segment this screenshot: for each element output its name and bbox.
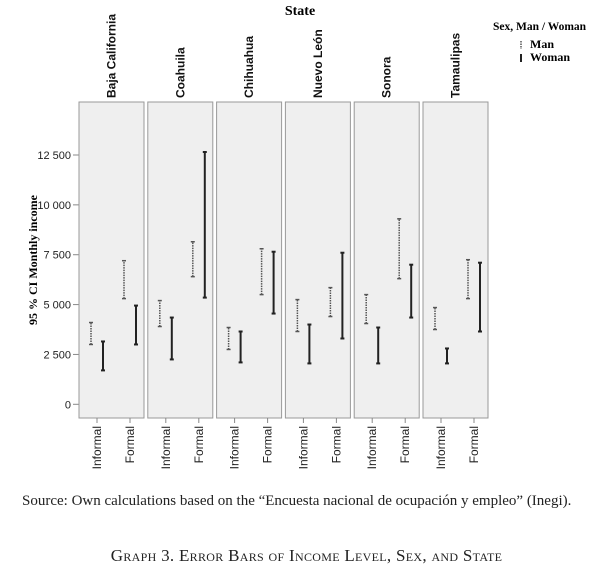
y-tick-label: 0	[65, 399, 71, 411]
panel-state-label: Sonora	[380, 56, 394, 98]
x-tick-label: Informal	[159, 426, 173, 469]
error-bar-woman	[307, 323, 312, 365]
error-bar-man	[328, 286, 333, 318]
error-bar-man	[259, 247, 264, 296]
source-note: Source: Own calculations based on the “E…	[22, 493, 572, 509]
y-tick-label: 2 500	[43, 349, 71, 361]
error-bar-man	[433, 306, 437, 331]
legend-entry: Woman	[530, 50, 570, 64]
panel-state-label: Baja California	[105, 14, 119, 98]
y-tick-label: 12 500	[37, 150, 71, 162]
x-tick-label: Formal	[398, 426, 412, 463]
x-tick-label: Formal	[329, 426, 343, 463]
chart-title: State	[285, 4, 315, 19]
y-tick-label: 10 000	[37, 200, 71, 212]
error-bar-woman	[271, 250, 276, 315]
y-axis-label: 95 % CI Monthly income	[26, 194, 40, 325]
panel-0	[78, 101, 145, 419]
x-tick-label: Formal	[192, 426, 206, 463]
legend-title: Sex, Man / Woman	[493, 21, 587, 33]
error-bar-woman	[238, 330, 243, 364]
panel-1	[147, 101, 214, 419]
x-tick-label: Formal	[261, 426, 275, 463]
panel-4	[353, 101, 420, 419]
error-bar-woman	[169, 316, 174, 361]
figure-caption: Graph 3. Error Bars of Income Level, Sex…	[110, 546, 503, 565]
error-bar-woman	[445, 347, 449, 365]
panel-state-label: Coahuila	[173, 47, 187, 98]
legend-entry: Man	[530, 37, 554, 51]
error-bar-man	[466, 258, 470, 300]
x-tick-label: Informal	[228, 426, 242, 469]
error-bar-man	[190, 241, 195, 278]
error-bar-man	[89, 321, 93, 346]
x-tick-label: Formal	[467, 426, 481, 463]
x-tick-label: Informal	[296, 426, 310, 469]
error-bar-woman	[202, 151, 207, 299]
panel-state-label: Nuevo León	[311, 29, 325, 98]
x-tick-label: Informal	[365, 426, 379, 469]
error-bar-woman	[340, 251, 345, 340]
y-tick-label: 5 000	[43, 300, 71, 312]
x-tick-label: Informal	[90, 426, 104, 469]
error-bar-man	[226, 326, 231, 351]
panel-2	[216, 101, 283, 419]
error-bar-man	[122, 259, 126, 300]
error-bar-woman	[134, 304, 138, 346]
error-bar-chart: State 95 % CI Monthly income 0 2 500 5 000 7 …	[26, 4, 587, 469]
y-tick-label: 7 500	[43, 250, 71, 262]
panel-state-label: Tamaulipas	[449, 33, 463, 98]
panel-5	[422, 101, 489, 419]
error-bar-man	[397, 218, 402, 280]
error-bar-woman	[478, 261, 482, 333]
error-bar-man	[157, 299, 162, 328]
panel-3	[284, 101, 351, 419]
x-tick-label: Informal	[434, 426, 448, 469]
error-bar-man	[364, 293, 369, 325]
error-bar-man	[295, 298, 300, 333]
x-tick-label: Formal	[123, 426, 137, 463]
panel-state-label: Chihuahua	[242, 36, 256, 98]
error-bar-woman	[376, 326, 381, 365]
error-bar-woman	[101, 340, 105, 372]
error-bar-woman	[409, 263, 414, 319]
